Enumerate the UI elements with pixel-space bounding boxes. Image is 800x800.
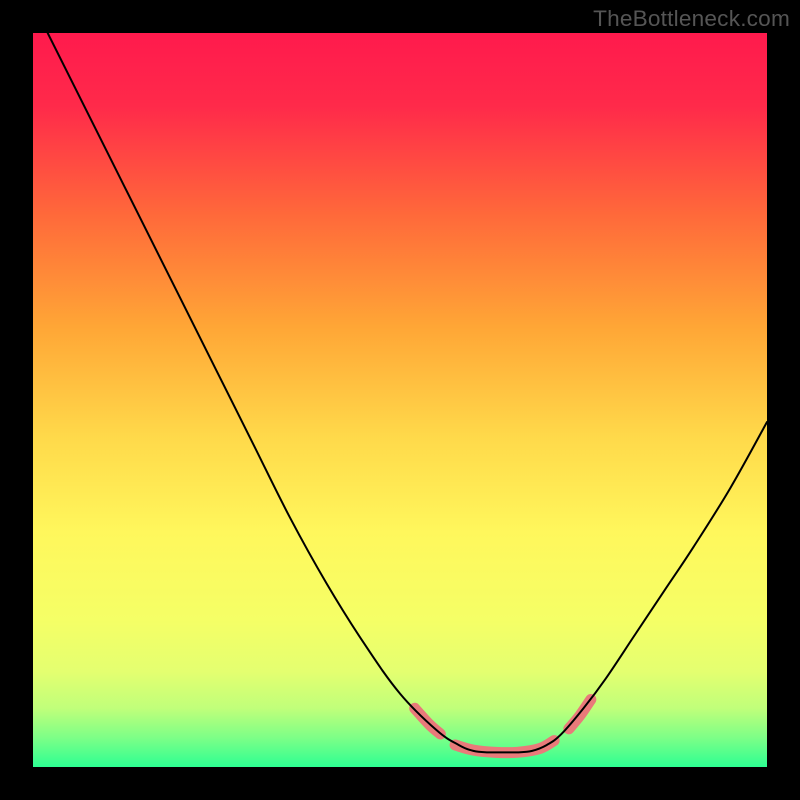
chart-canvas: TheBottleneck.com bbox=[0, 0, 800, 800]
watermark-text: TheBottleneck.com bbox=[593, 6, 790, 32]
plot-svg bbox=[33, 33, 767, 767]
plot-area bbox=[33, 33, 767, 767]
gradient-background bbox=[33, 33, 767, 767]
